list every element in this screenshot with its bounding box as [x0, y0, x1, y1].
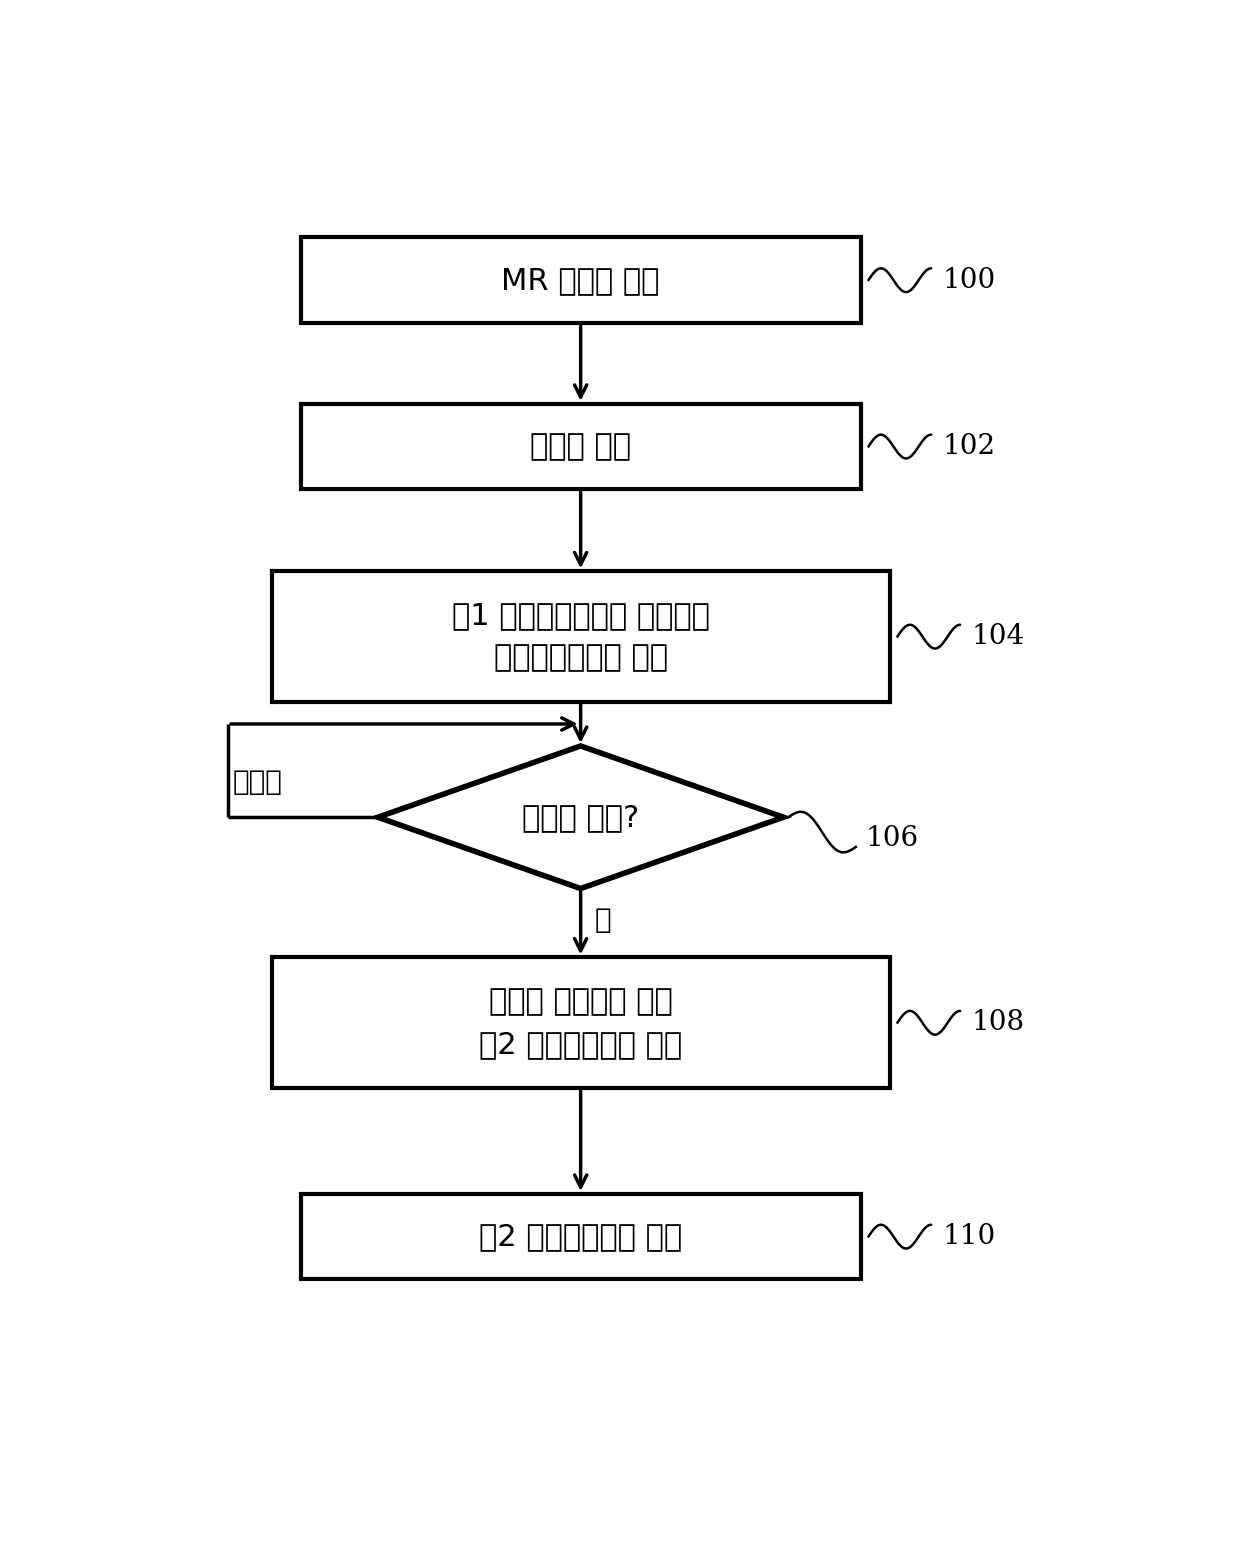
Text: 102: 102 [943, 434, 996, 460]
Text: MR 데이터 튙득: MR 데이터 튙득 [501, 265, 660, 295]
Text: 예: 예 [596, 906, 612, 935]
Bar [300, 1194, 861, 1279]
Bar [300, 404, 861, 489]
Text: 100: 100 [943, 267, 996, 293]
Text: 108: 108 [972, 1009, 1025, 1037]
Bar [272, 957, 890, 1088]
Bar [300, 238, 861, 322]
Text: 106: 106 [866, 826, 918, 852]
Text: 104: 104 [972, 623, 1025, 650]
Text: 시쿠스 선택?: 시쿠스 선택? [522, 802, 639, 832]
Text: 제1 자기공명영상을 포함하는
진단인터페이스 출력: 제1 자기공명영상을 포함하는 진단인터페이스 출력 [452, 600, 709, 673]
Text: 제2 자기공명영상 출력: 제2 자기공명영상 출력 [478, 1222, 683, 1251]
Text: 아니오: 아니오 [233, 768, 283, 796]
Bar [272, 571, 890, 702]
Text: 선택된 시쿠스에 따른
제2 자기공명영상 생성: 선택된 시쿠스에 따른 제2 자기공명영상 생성 [478, 988, 683, 1058]
Text: 110: 110 [943, 1224, 996, 1250]
Polygon shape [378, 745, 784, 889]
Text: 상수값 계산: 상수값 계산 [530, 432, 632, 461]
